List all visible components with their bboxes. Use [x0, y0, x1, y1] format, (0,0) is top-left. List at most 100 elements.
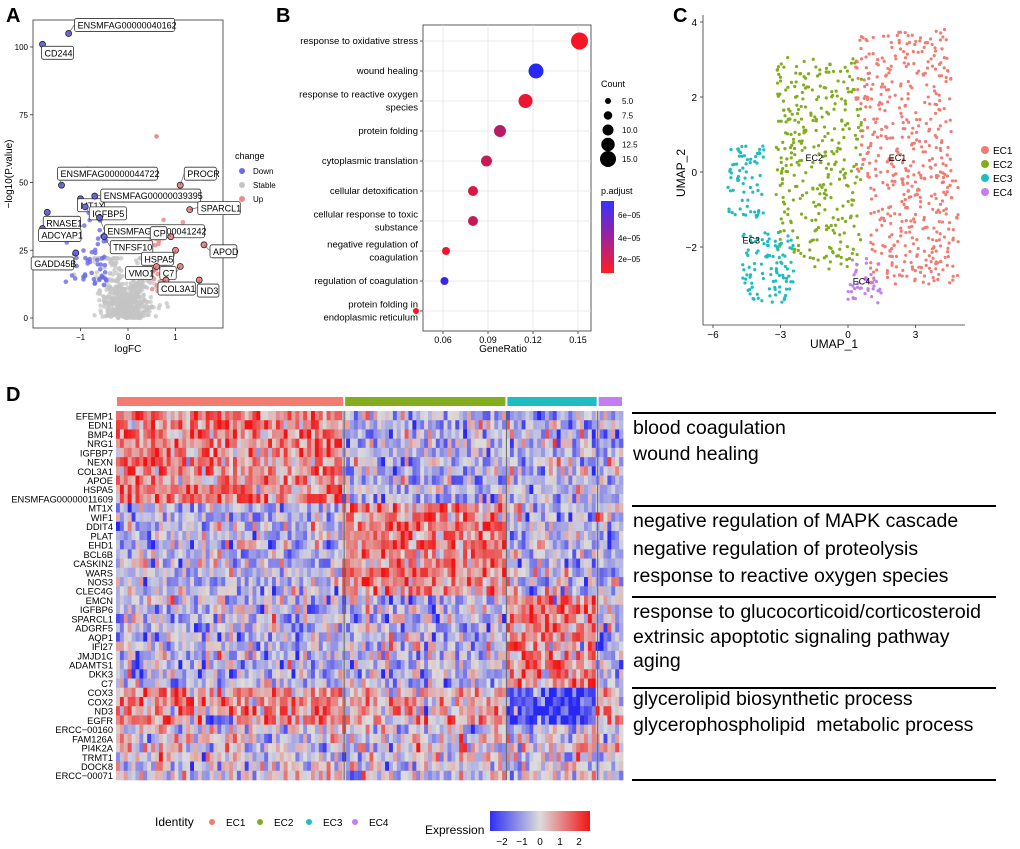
- umap-point-ec3: [746, 288, 750, 292]
- legend-stable-label: Stable: [253, 181, 276, 190]
- umap-cluster-label: EC4: [853, 277, 871, 287]
- heatmap-cell: [287, 411, 292, 421]
- heatmap-cell: [533, 540, 538, 550]
- umap-point-ec2: [795, 103, 799, 107]
- heatmap-cell: [416, 558, 421, 569]
- heatmap-cell: [412, 475, 417, 486]
- heatmap-cell: [619, 429, 624, 439]
- umap-point-ec3: [771, 254, 775, 259]
- heatmap-cell: [392, 549, 398, 559]
- heatmap-cell: [264, 521, 269, 532]
- heatmap-cell: [509, 466, 515, 476]
- heatmap-cell: [338, 512, 343, 522]
- umap-point-ec4: [876, 289, 880, 293]
- heatmap-cell: [197, 530, 203, 541]
- heatmap-cell: [377, 438, 382, 449]
- heatmap-cell: [166, 512, 171, 522]
- umap-point-ec3: [738, 207, 742, 211]
- umap-point-ec1: [942, 107, 946, 111]
- heatmap-cell: [233, 484, 238, 495]
- heatmap-cell: [350, 595, 355, 606]
- heatmap-cell: [178, 586, 183, 596]
- heatmap-cell: [572, 530, 577, 541]
- heatmap-cell: [545, 558, 550, 569]
- heatmap-cell: [252, 494, 257, 504]
- heatmap-cell: [572, 512, 577, 522]
- umap-point-ec4: [859, 286, 863, 290]
- umap-point-ec1: [927, 144, 931, 148]
- gene-label-leader: [176, 266, 181, 273]
- heatmap-cell: [377, 604, 382, 615]
- heatmap-cell: [365, 411, 370, 421]
- heatmap-cell: [541, 577, 546, 587]
- heatmap-cell: [225, 411, 230, 421]
- heatmap-cell: [272, 438, 277, 449]
- heatmap-cell: [275, 457, 281, 467]
- heatmap-cell: [283, 503, 288, 513]
- heatmap-cell: [611, 512, 616, 522]
- umap-point-ec1: [879, 134, 883, 138]
- umap-point-ec1: [939, 61, 943, 65]
- heatmap-cell: [572, 549, 577, 559]
- identity-bar-ec2: [345, 397, 506, 406]
- heatmap-cell: [545, 438, 550, 449]
- heatmap-cell: [537, 466, 542, 476]
- heatmap-cell: [572, 586, 577, 596]
- heatmap-cell: [182, 438, 187, 449]
- umap-point-ec2: [786, 85, 790, 89]
- heatmap-cell: [385, 420, 390, 430]
- heatmap-cell: [521, 438, 526, 449]
- umap-point-ec2: [830, 90, 834, 94]
- umap-point-ec1: [934, 249, 938, 253]
- heatmap-cell: [174, 457, 179, 467]
- heatmap-cell: [439, 521, 444, 532]
- heatmap-cell: [385, 494, 390, 504]
- umap-point-ec1: [929, 117, 933, 121]
- heatmap-cell: [182, 411, 187, 421]
- heatmap-cell: [283, 577, 288, 587]
- umap-point-ec2: [784, 163, 788, 168]
- heatmap-cell: [127, 530, 132, 541]
- heatmap-cell: [303, 567, 308, 578]
- heatmap-cell: [521, 521, 526, 532]
- heatmap-cell: [424, 530, 429, 541]
- heatmap-cell: [139, 586, 144, 596]
- heatmap-cell: [556, 420, 561, 430]
- heatmap-cell: [256, 438, 261, 449]
- heatmap-cell: [162, 530, 168, 541]
- umap-point-ec1: [909, 164, 913, 168]
- heatmap-cell: [357, 457, 363, 467]
- heatmap-cell: [361, 549, 366, 559]
- heatmap-cell: [455, 503, 460, 513]
- heatmap-cell: [447, 567, 452, 578]
- heatmap-cell: [568, 494, 573, 504]
- heatmap-cell: [322, 429, 327, 439]
- heatmap-cell: [307, 420, 312, 430]
- umap-point-ec2: [795, 64, 799, 69]
- heatmap-cell: [467, 429, 472, 439]
- heatmap-cell: [127, 567, 132, 578]
- heatmap-cell: [463, 457, 468, 467]
- umap-point-ec1: [903, 56, 908, 60]
- heatmap-cell: [506, 475, 511, 486]
- heatmap-cell: [381, 577, 386, 587]
- umap-point-ec3: [769, 267, 773, 271]
- heatmap-cell: [334, 420, 339, 430]
- stable-point: [113, 256, 118, 261]
- heatmap-cell: [377, 558, 382, 569]
- umap-point-ec2: [851, 247, 855, 251]
- heatmap-cell: [455, 494, 460, 504]
- heatmap-cell: [580, 494, 585, 504]
- heatmap-cell: [603, 558, 608, 569]
- heatmap-cell: [303, 549, 308, 559]
- heatmap-cell: [295, 494, 300, 504]
- umap-point-ec3: [748, 185, 753, 190]
- umap-point-ec3: [780, 300, 784, 304]
- heatmap-cell: [377, 530, 382, 541]
- gene-label-text: SPARCL1: [201, 204, 241, 214]
- umap-point-ec2: [830, 138, 834, 142]
- heatmap-cell: [295, 457, 300, 467]
- heatmap-cell: [560, 530, 565, 541]
